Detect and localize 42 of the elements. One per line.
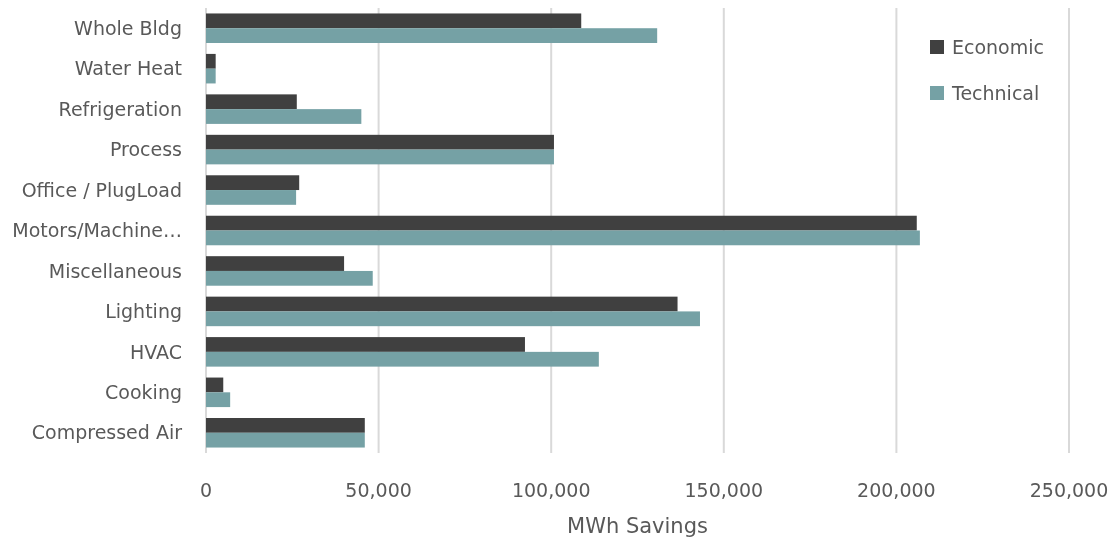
y-tick-label: HVAC [130,340,182,363]
bar [206,13,582,29]
bar [206,28,658,43]
x-tick-label: 150,000 [684,479,764,501]
y-tick-label: Motors/Machine… [12,219,182,242]
bar [206,175,300,191]
y-tick-label: Lighting [105,300,182,323]
y-tick-label: Compressed Air [31,421,183,444]
bar [206,230,920,246]
bar [206,377,224,393]
x-tick-label: 250,000 [1029,479,1109,501]
bar [206,311,700,327]
bar [206,215,917,231]
x-tick-label: 100,000 [511,479,591,501]
x-tick-label: 0 [199,479,213,501]
bar [206,392,231,408]
y-tick-label: Process [109,138,182,161]
bar [206,134,554,150]
bar [206,68,216,84]
y-tick-label: Office / PlugLoad [21,178,182,201]
bar [206,418,365,433]
x-tick-label: 50,000 [345,479,412,501]
bar [206,94,297,110]
y-tick-label: Cooking [105,380,182,403]
x-tick-label: 200,000 [857,479,936,501]
legend-label: Technical [951,81,1040,104]
y-tick-label: Miscellaneous [48,259,182,282]
bar [206,109,362,124]
bar [206,296,678,312]
bar [206,270,373,286]
legend-label: Economic [952,35,1044,58]
bar [206,190,297,205]
y-tick-label: Whole Bldg [74,16,182,39]
bar [206,337,525,352]
y-tick-label: Water Heat [74,57,182,80]
bar [206,351,599,367]
bar [206,149,554,165]
bar [206,432,365,448]
bar [206,256,345,271]
bar [206,53,216,69]
x-axis-title: MWh Savings [567,514,708,538]
y-tick-label: Refrigeration [58,97,182,120]
